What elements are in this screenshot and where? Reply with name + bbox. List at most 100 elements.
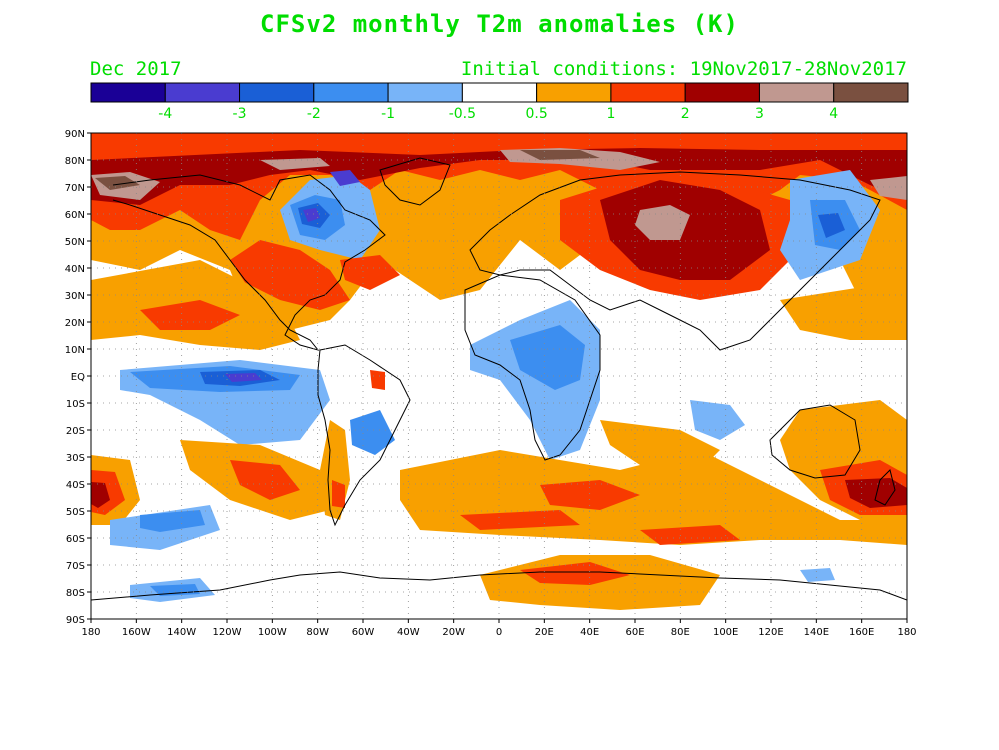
longitude-label: 20E [535,627,554,638]
latitude-label: 50S [66,507,85,518]
anomaly-spacific-cold [140,510,205,532]
longitude-label: 80W [306,627,329,638]
latitude-label: 90N [65,129,85,140]
coast-australia [769,404,861,479]
longitude-label: 120E [758,627,783,638]
longitude-label: 40E [580,627,599,638]
colorbar-label: 1 [606,106,615,122]
longitude-label: 160E [849,627,874,638]
colorbar-label: 0.5 [526,106,548,122]
anomaly-dateline-dark [91,482,110,508]
anomaly-tasman-hot [820,460,907,515]
colorbar-label: -3 [233,106,247,122]
anomaly-eastasia-core [818,213,845,238]
latitude-label: 30N [65,291,85,302]
latitude-label: 30S [66,453,85,464]
anomaly-antarctic-warm [480,555,720,610]
map-frame [90,132,908,620]
anomaly-npacific-hot [140,300,240,330]
anomaly-us-warm [230,240,400,310]
latitude-label: 40S [66,480,85,491]
anomaly-antarctic-hot [520,562,630,585]
longitude-labels: 180 160W 140W 120W 100W 80W 60W 40W 20W 0 20E 40E 60… [81,619,917,638]
longitude-label: 180 [81,627,100,638]
anomaly-siberia-hot [560,175,800,300]
latitude-label: 60N [65,210,85,221]
colorbar-bin [387,82,463,103]
anomaly-arctic-warm [91,133,907,330]
anomaly-canada-cool [280,175,380,260]
map-title: CFSv2 monthly T2m anomalies (K) [260,10,739,38]
colorbar-bin [461,82,538,103]
init-conditions: Initial conditions: 19Nov2017-28Nov2017 [460,58,907,80]
longitude-label: 160W [122,627,151,638]
longitude-label: 60W [352,627,375,638]
anomaly-antarctic-cool [130,568,835,602]
anomaly-antarctic-cold [150,584,200,596]
anomaly-southern-ocean-hot [460,480,740,545]
anomaly-canada-core [298,203,330,228]
colorbar-bin [536,82,612,103]
anomaly-indianocean-warm [600,420,720,470]
colorbar-bin [610,82,686,103]
anomaly-samerica-warm [320,420,350,520]
longitude-label: 40W [397,627,420,638]
latitude-label: 10S [66,399,85,410]
latitude-label: 80S [66,588,85,599]
anomaly-spacific-hot [230,460,300,500]
anomaly-arctic-dark [91,148,907,205]
anomaly-eastasia-cool [780,170,880,280]
colorbar-bin [90,82,166,103]
anomaly-dateline-south [91,455,140,525]
coast-eurasia [469,171,881,351]
longitude-label: 60E [625,627,644,638]
colorbar-bin [684,82,760,103]
colorbar-label: -4 [158,106,172,122]
longitude-label: 180 [897,627,916,638]
anomaly-samerica-hot [332,370,385,508]
anomaly-arctic-max [95,150,600,190]
latitude-label: 40N [65,264,85,275]
colorbar-label: -2 [307,106,321,122]
colorbar-label: 3 [755,106,764,122]
colorbar-label: -0.5 [449,106,476,122]
latitude-label: EQ [71,372,85,383]
map-background [91,133,907,619]
longitude-label: 120W [213,627,242,638]
longitude-label: 140E [804,627,829,638]
anomaly-africa-cold [510,325,585,390]
anomaly-enso-max [225,373,262,382]
longitude-label: 20W [442,627,465,638]
anomaly-africa-cool [470,300,600,460]
longitude-label: 0 [496,627,502,638]
coast-antarctica [91,571,907,601]
coast-greenland [379,157,451,206]
anomaly-spacific-cool [110,505,220,550]
anomaly-tasman-dark [845,478,907,508]
coast-north-america [112,174,386,351]
anomaly-indianocean-cool [690,400,745,440]
latitude-label: 20S [66,426,85,437]
longitude-label: 100W [258,627,287,638]
anomaly-siberia-dark [600,180,770,280]
anomaly-fields [91,133,907,610]
anomaly-enso-core [200,370,280,386]
anomaly-siberia-extreme [635,205,690,240]
colorbar-label: 4 [829,106,838,122]
gridlines [91,133,907,619]
anomaly-samerica-cool [350,410,395,455]
coastlines [91,157,907,601]
anomaly-southern-ocean-warm [400,450,907,545]
latitude-label: 60S [66,534,85,545]
anomaly-dateline-hot [91,470,125,515]
anomaly-enso-cold [130,366,300,392]
colorbar-label: 2 [681,106,690,122]
latitude-label: 70N [65,183,85,194]
anomaly-canada-cold [290,195,345,240]
colorbar-bin [313,82,389,103]
latitude-label: 90S [66,615,85,626]
anomaly-australia-warm [780,400,907,520]
anomaly-spacific-warm [180,440,330,520]
latitude-labels: 90N 80N 70N 60N 50N 40N 30N 20N 10N EQ 10S 20S 30S 40… [65,129,91,626]
coast-africa [464,274,601,461]
